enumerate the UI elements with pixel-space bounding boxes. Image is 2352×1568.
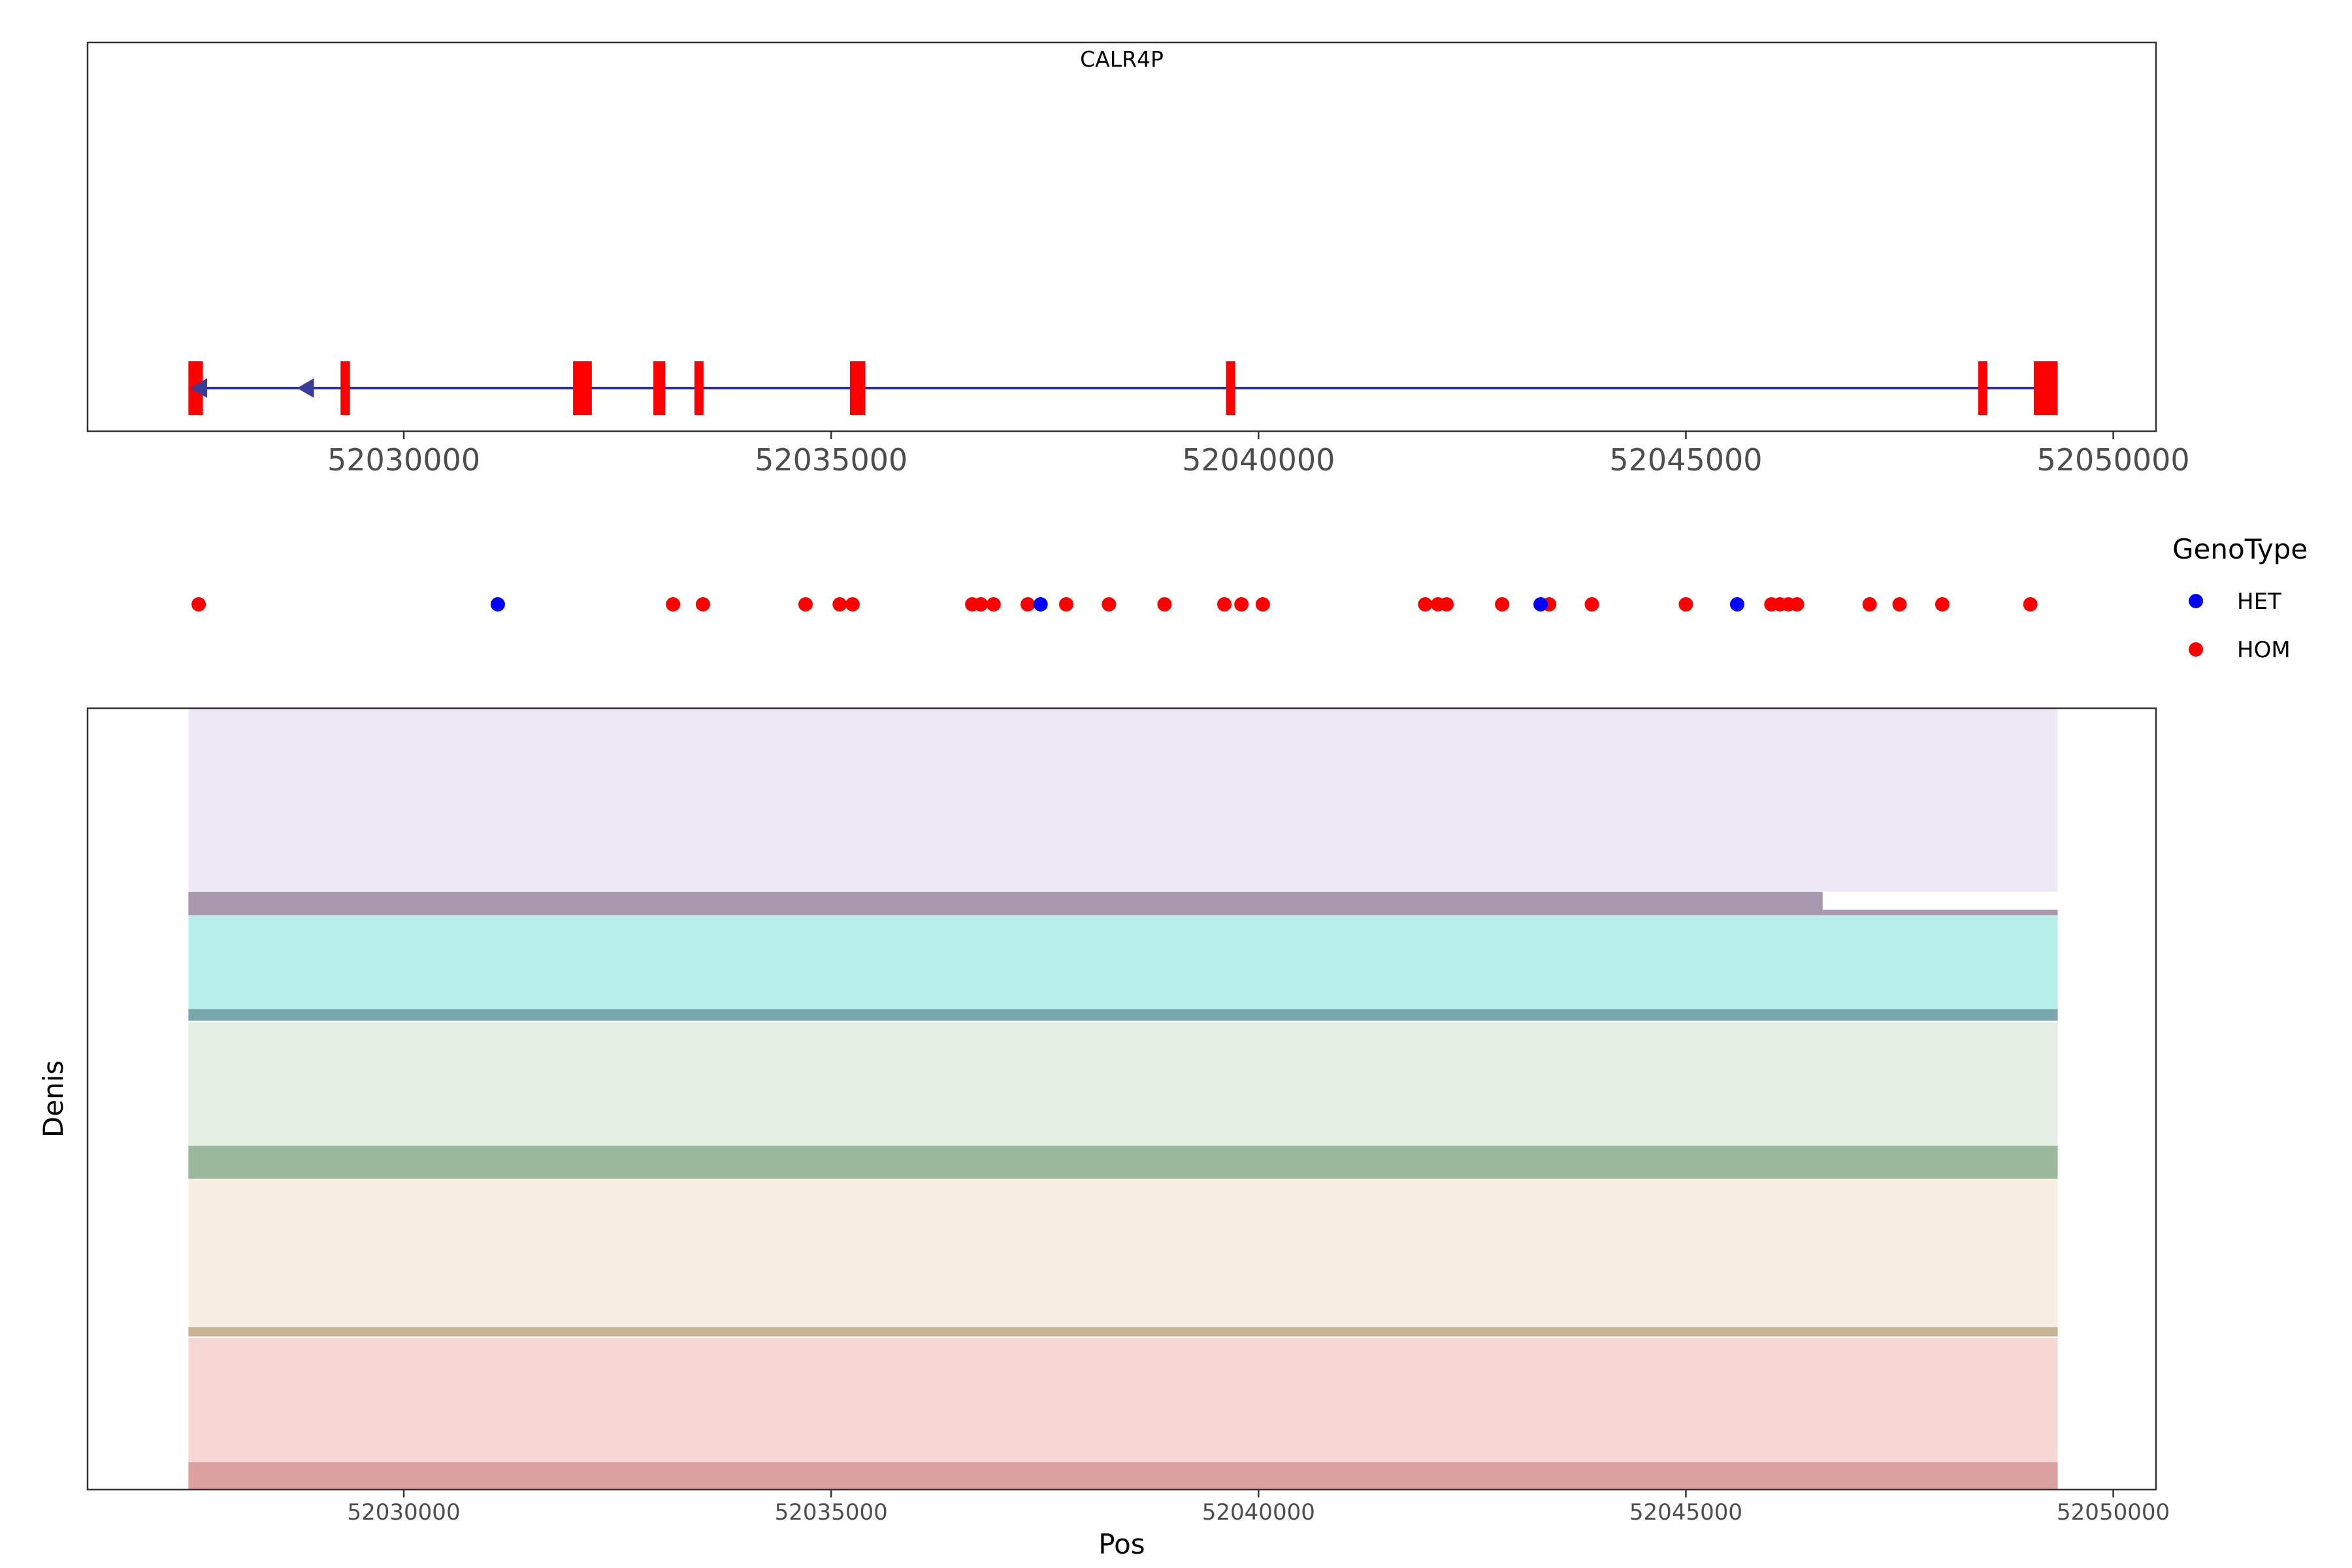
genotype-dot-hom: [1255, 597, 1270, 612]
gene-x-tick-label: 52030000: [327, 442, 480, 478]
gene-x-tick-label: 52040000: [1182, 442, 1335, 478]
genotype-dot-hom: [845, 597, 860, 612]
legend-label-hom: HOM: [2237, 637, 2291, 663]
gene-x-tick-label: 52035000: [755, 442, 907, 478]
exon-5: [694, 361, 704, 415]
exon-8: [1978, 361, 1987, 415]
genotype-dot-hom: [191, 597, 206, 612]
genotype-dot-hom: [1892, 597, 1907, 612]
genotype-dot-het: [1729, 597, 1744, 612]
genotype-dot-hom: [1058, 597, 1073, 612]
genotype-dot-hom: [986, 597, 1001, 612]
genotype-dot-hom: [1495, 597, 1510, 612]
genotype-dot-hom: [1584, 597, 1599, 612]
genotype-dot-hom: [1102, 597, 1117, 612]
genotype-dot-het: [490, 597, 505, 612]
genotype-dot-panel: GenoType HET HOM: [191, 533, 2308, 663]
coverage-x-tick-label: 52050000: [2057, 1499, 2170, 1526]
coverage-band-7: [188, 1178, 2058, 1328]
genotype-dot-het: [1033, 597, 1048, 612]
genotype-dot-hom: [1418, 597, 1433, 612]
x-axis-label: Pos: [1098, 1528, 1145, 1560]
legend: HET HOM: [2189, 589, 2291, 663]
gene-track-panel: CALR4P 52030000 52035000 52040000 52045000 5…: [86, 41, 2190, 478]
legend-key-het: [2189, 594, 2203, 608]
legend-title: GenoType: [2172, 533, 2308, 565]
strand-arrow-2: [297, 378, 314, 398]
coverage-band-2-tail: [1822, 909, 2058, 915]
strand-arrow-1: [189, 378, 207, 398]
coverage-x-axis: 52030000 52035000 52040000 52045000 52050000: [348, 1490, 2170, 1526]
genotype-dot-hom: [1935, 597, 1950, 612]
exon-4: [653, 361, 666, 415]
genotype-dot-hom: [1217, 597, 1232, 612]
coverage-band-10: [188, 1462, 2058, 1490]
coverage-x-tick-label: 52045000: [1629, 1499, 1742, 1526]
genotype-dots: [191, 597, 2038, 612]
coverage-band-8: [188, 1327, 2058, 1337]
gene-x-tick-label: 52050000: [2037, 442, 2190, 478]
coverage-bands: [188, 708, 2058, 1490]
genotype-dot-hom: [1157, 597, 1172, 612]
coverage-panel-frame: [86, 707, 2157, 1491]
coverage-band-4: [188, 1009, 2058, 1021]
gene-name-title: CALR4P: [1080, 46, 1164, 72]
legend-key-hom: [2189, 642, 2203, 657]
coverage-x-tick-label: 52040000: [1202, 1499, 1315, 1526]
genotype-dot-hom: [1678, 597, 1693, 612]
genotype-dot-hom: [1862, 597, 1877, 612]
coverage-x-tick-label: 52035000: [775, 1499, 888, 1526]
coverage-band-3: [188, 915, 2058, 1009]
coverage-area-panel: 52030000 52035000 52040000 52045000 52050000…: [37, 707, 2170, 1560]
genotype-dot-hom: [832, 597, 847, 612]
exon-3: [573, 361, 592, 415]
genotype-dot-hom: [1234, 597, 1249, 612]
genotype-dot-het: [1533, 597, 1548, 612]
genotype-dot-hom: [695, 597, 710, 612]
exon-6: [849, 361, 866, 415]
exon-2: [340, 361, 350, 415]
gene-track-marks: [188, 361, 2058, 415]
y-axis-label: Denis: [37, 1060, 69, 1137]
coverage-band-2: [188, 892, 1823, 915]
coverage-band-9: [188, 1337, 2058, 1463]
genotype-dot-hom: [1789, 597, 1805, 612]
coverage-band-6: [188, 1145, 2058, 1179]
exon-7: [1226, 361, 1235, 415]
coverage-band-1: [188, 708, 2058, 892]
coverage-band-5: [188, 1022, 2058, 1146]
genotype-dot-hom: [2023, 597, 2038, 612]
gene-x-tick-label: 52045000: [1609, 442, 1762, 478]
genotype-dot-hom: [798, 597, 813, 612]
genotype-dot-hom: [1439, 597, 1454, 612]
gene-track-x-axis: 52030000 52035000 52040000 52045000 52050000: [327, 431, 2190, 478]
coverage-x-tick-label: 52030000: [348, 1499, 461, 1526]
genotype-dot-hom: [973, 597, 988, 612]
genotype-dot-hom: [1021, 597, 1036, 612]
gene-track-frame: [86, 41, 2157, 433]
exon-9: [2033, 361, 2058, 415]
legend-label-het: HET: [2237, 589, 2281, 615]
genotype-dot-hom: [666, 597, 681, 612]
